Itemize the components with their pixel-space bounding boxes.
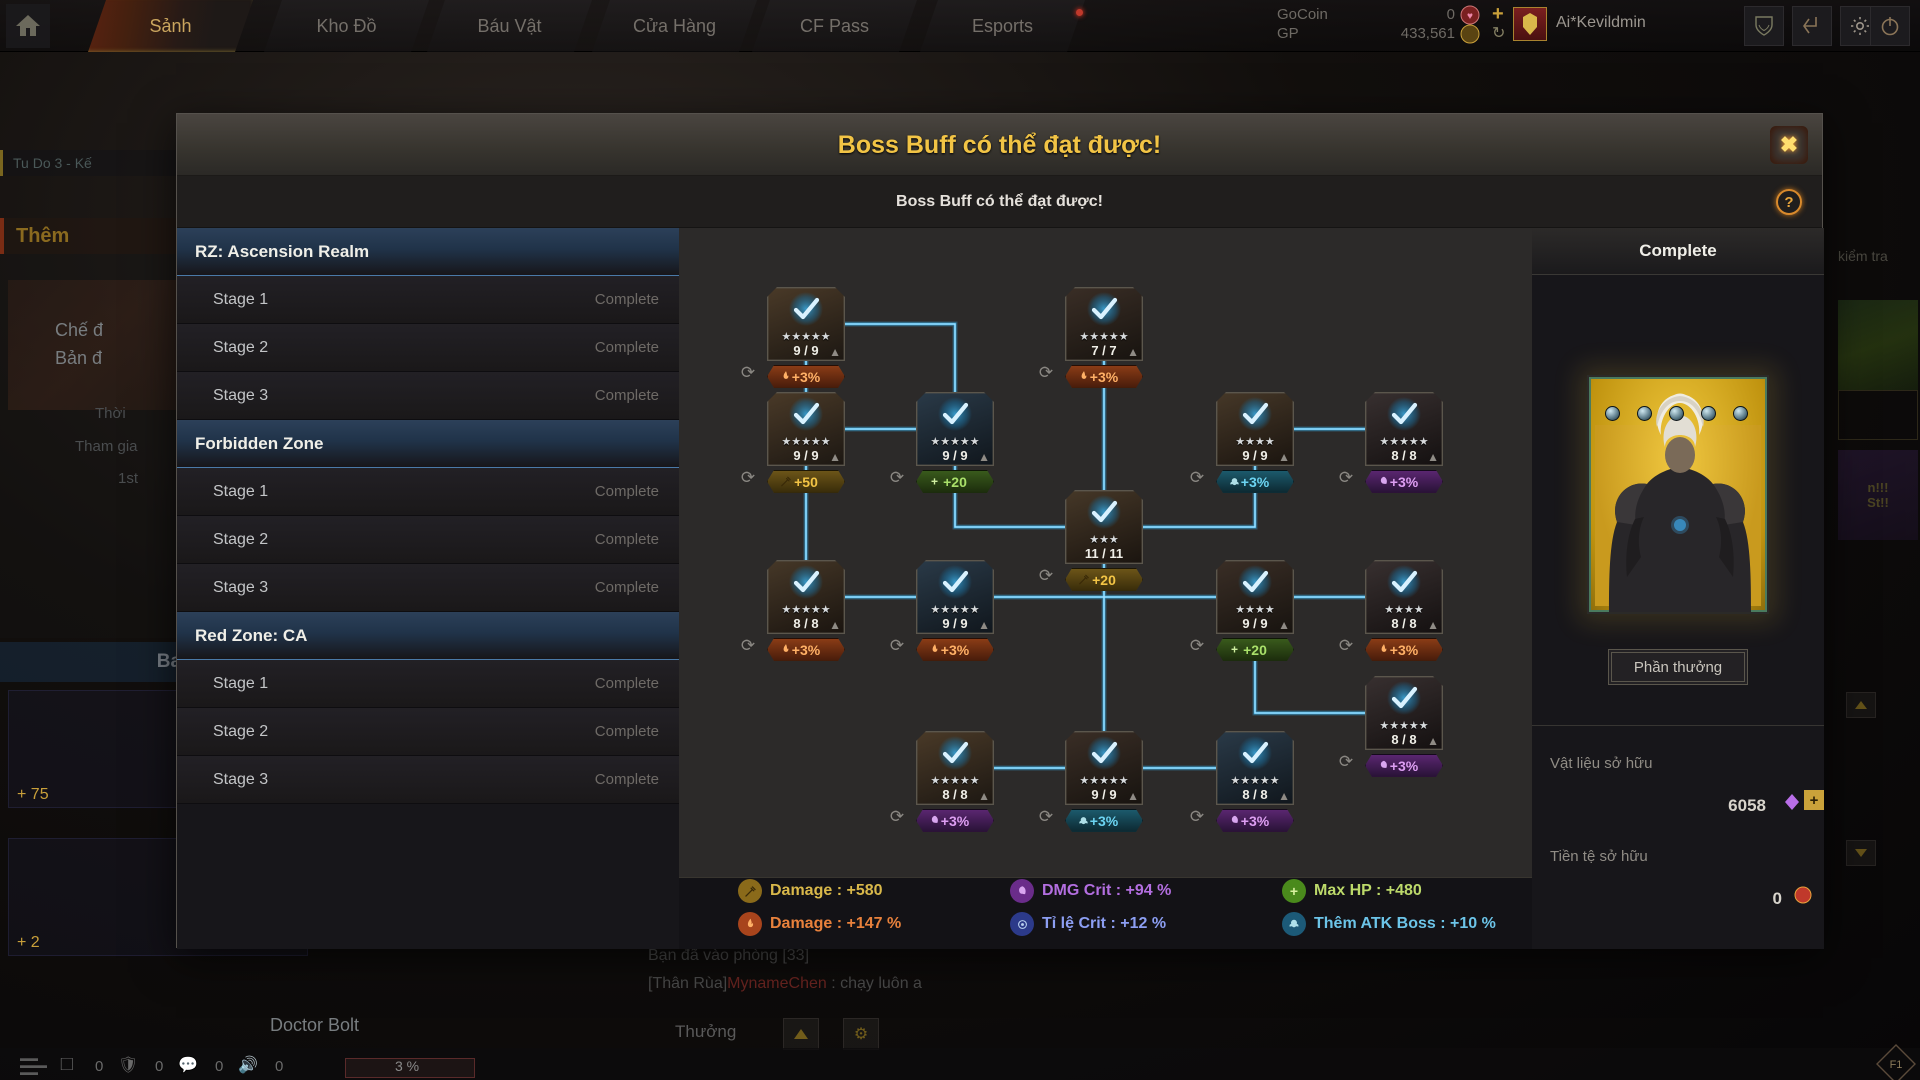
svg-text:♥: ♥ [1467,11,1473,22]
svg-text:F1: F1 [1890,1059,1903,1071]
